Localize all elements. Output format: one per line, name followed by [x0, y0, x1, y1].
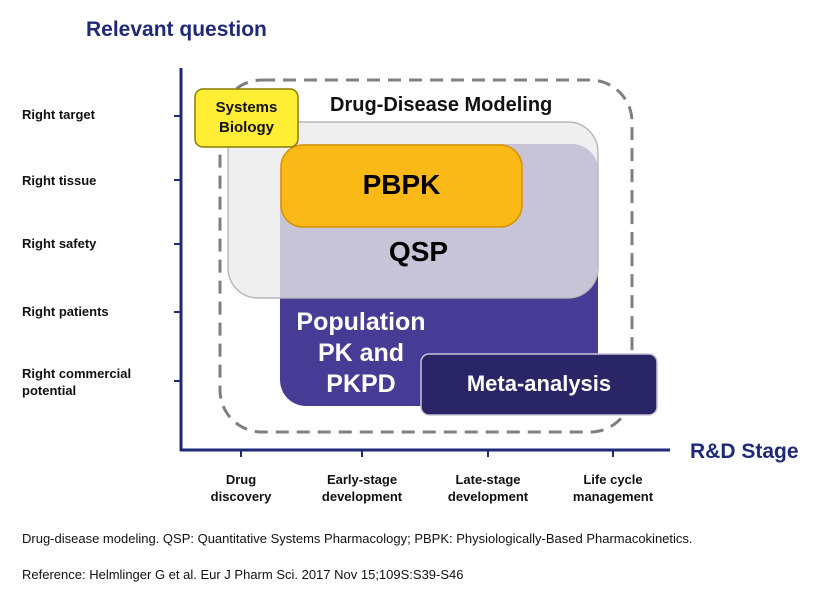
caption-reference: Reference: Helmlinger G et al. Eur J Pha… — [22, 567, 464, 582]
qsp-region-outline — [227, 121, 599, 299]
x-ticks — [240, 450, 614, 457]
pbpk-label: PBPK — [362, 169, 441, 200]
meta-analysis-label: Meta-analysis — [466, 371, 612, 396]
qsp-label: QSP — [388, 236, 449, 267]
meta-analysis-box — [420, 353, 658, 416]
y-label-right-safety: Right safety — [22, 236, 97, 251]
y-ticks — [174, 115, 181, 382]
x-label-drug-discovery: Drug discovery — [210, 472, 272, 504]
x-label-late-stage: Late-stage development — [447, 472, 529, 504]
y-label-right-patients: Right patients — [22, 304, 109, 319]
systems-biology-box — [194, 88, 299, 148]
drug-disease-boundary — [218, 78, 634, 434]
y-axis-title: Relevant question — [86, 18, 267, 41]
x-label-life-cycle: Life cycle management — [572, 472, 654, 504]
population-pk-label: Population PK and PKPD — [296, 308, 426, 398]
systems-biology-label: Systems Biology — [215, 99, 278, 136]
y-label-right-target: Right target — [22, 107, 95, 122]
drug-disease-label: Drug-Disease Modeling — [330, 94, 553, 116]
caption-description: Drug-disease modeling. QSP: Quantitative… — [22, 531, 693, 546]
y-label-right-commercial-potential: Right commercial potential — [22, 366, 132, 398]
y-label-right-tissue: Right tissue — [22, 173, 97, 188]
pbpk-box — [280, 144, 523, 228]
x-axis-title: R&D Stage — [690, 440, 799, 463]
x-label-early-stage: Early-stage development — [321, 472, 403, 504]
